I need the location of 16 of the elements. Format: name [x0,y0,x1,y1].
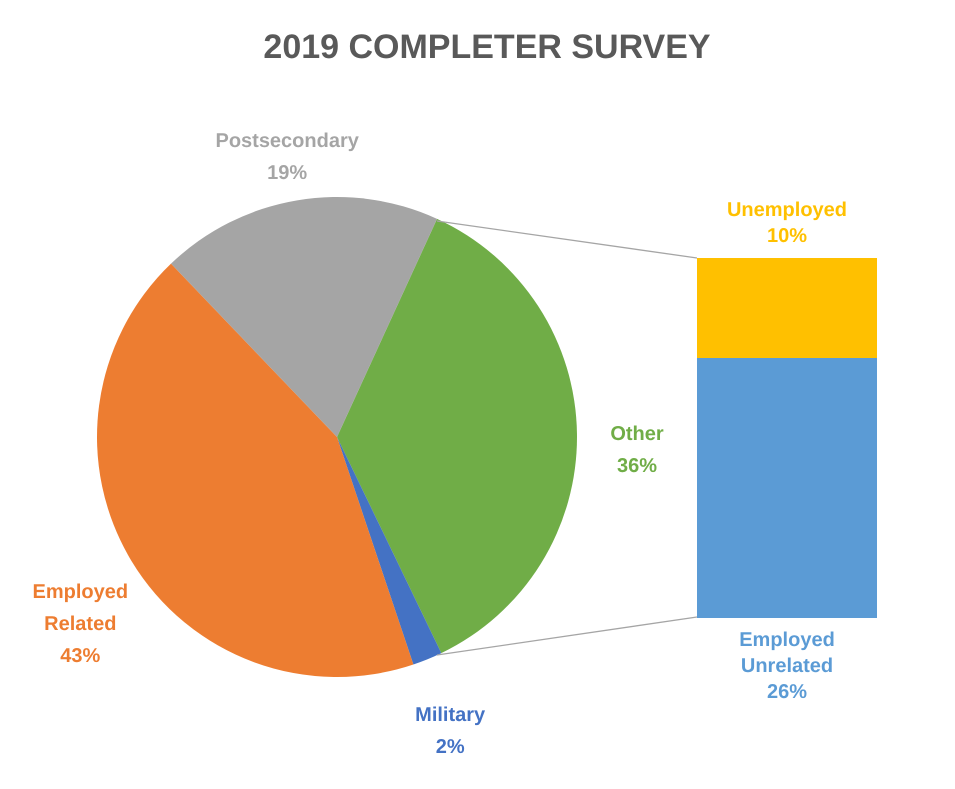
series-label: Unemployed [726,199,848,221]
pie-slice [337,437,442,665]
slice-label: Military [415,704,486,726]
slice-label: Employed Related [32,581,128,636]
data-label: 19% [267,162,308,184]
series-label: Employed Unrelated [739,629,835,677]
pie-slice [171,197,438,437]
pie-slice [337,218,577,654]
data-label: 36% [616,455,658,478]
data-label: 43% [60,645,101,668]
data-label: 26% [766,681,808,703]
data-label: 10% [766,225,808,247]
data-label: 2% [436,736,465,758]
chart-title: 2019 COMPLETER SURVEY [263,28,711,66]
slice-label: Postsecondary [215,130,360,152]
slice-label: Other [610,423,664,446]
